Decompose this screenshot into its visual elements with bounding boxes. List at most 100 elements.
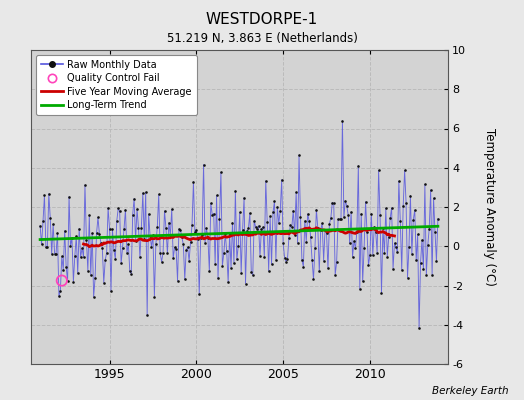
Point bbox=[105, 226, 114, 232]
Point bbox=[408, 250, 416, 257]
Point bbox=[45, 190, 53, 197]
Point bbox=[40, 192, 49, 199]
Point bbox=[367, 210, 376, 217]
Point bbox=[127, 270, 135, 277]
Point bbox=[67, 243, 75, 250]
Point bbox=[46, 214, 54, 221]
Point bbox=[60, 228, 69, 234]
Point bbox=[312, 206, 321, 213]
Point bbox=[63, 278, 72, 284]
Point bbox=[341, 198, 350, 204]
Point bbox=[176, 227, 184, 233]
Point bbox=[143, 312, 151, 318]
Point bbox=[381, 205, 390, 212]
Point bbox=[415, 325, 423, 331]
Point bbox=[92, 230, 101, 237]
Point bbox=[254, 222, 263, 229]
Point bbox=[270, 198, 279, 205]
Point bbox=[293, 240, 302, 246]
Point bbox=[115, 208, 124, 214]
Point bbox=[320, 258, 328, 264]
Point bbox=[202, 225, 211, 231]
Point bbox=[208, 212, 216, 218]
Point bbox=[199, 161, 208, 168]
Point bbox=[72, 233, 81, 240]
Point bbox=[335, 216, 344, 222]
Point bbox=[228, 219, 237, 226]
Point bbox=[314, 225, 322, 232]
Point bbox=[75, 225, 83, 232]
Point bbox=[421, 181, 429, 188]
Point bbox=[178, 234, 186, 240]
Point bbox=[324, 265, 332, 271]
Point bbox=[94, 214, 102, 221]
Point bbox=[311, 245, 319, 251]
Point bbox=[156, 250, 165, 256]
Point bbox=[431, 229, 439, 235]
Text: WESTDORPE-1: WESTDORPE-1 bbox=[206, 12, 318, 27]
Point bbox=[37, 241, 46, 248]
Point bbox=[298, 257, 306, 264]
Point bbox=[392, 244, 400, 250]
Point bbox=[374, 167, 383, 174]
Point bbox=[409, 216, 418, 223]
Point bbox=[217, 169, 225, 176]
Point bbox=[77, 254, 85, 260]
Point bbox=[201, 240, 209, 246]
Point bbox=[276, 208, 285, 214]
Point bbox=[267, 261, 276, 268]
Point bbox=[337, 216, 345, 222]
Point bbox=[100, 279, 108, 286]
Point bbox=[133, 206, 141, 212]
Point bbox=[68, 234, 76, 241]
Point bbox=[350, 238, 358, 244]
Point bbox=[172, 246, 180, 252]
Point bbox=[159, 250, 167, 256]
Point bbox=[132, 237, 140, 244]
Point bbox=[432, 258, 441, 264]
Point bbox=[182, 246, 190, 253]
Point bbox=[221, 230, 230, 237]
Point bbox=[266, 213, 274, 220]
Point bbox=[303, 211, 312, 217]
Point bbox=[257, 226, 266, 232]
Point bbox=[377, 290, 386, 296]
Point bbox=[117, 260, 125, 267]
Point bbox=[98, 245, 106, 251]
Point bbox=[141, 189, 150, 195]
Point bbox=[146, 232, 154, 239]
Point bbox=[247, 269, 256, 276]
Point bbox=[366, 252, 374, 258]
Point bbox=[212, 192, 221, 199]
Point bbox=[425, 225, 433, 232]
Point bbox=[162, 225, 170, 231]
Point bbox=[283, 256, 292, 262]
Point bbox=[130, 195, 138, 202]
Point bbox=[340, 214, 348, 220]
Point bbox=[411, 207, 419, 213]
Point bbox=[53, 230, 62, 236]
Point bbox=[244, 225, 253, 232]
Point bbox=[240, 194, 248, 201]
Point bbox=[48, 251, 56, 257]
Point bbox=[185, 258, 193, 264]
Point bbox=[136, 254, 144, 260]
Point bbox=[351, 245, 359, 252]
Point bbox=[54, 293, 63, 300]
Point bbox=[395, 178, 403, 184]
Point bbox=[118, 244, 127, 251]
Point bbox=[62, 263, 70, 270]
Point bbox=[246, 210, 254, 216]
Legend: Raw Monthly Data, Quality Control Fail, Five Year Moving Average, Long-Term Tren: Raw Monthly Data, Quality Control Fail, … bbox=[36, 55, 197, 115]
Point bbox=[396, 218, 405, 224]
Point bbox=[275, 220, 283, 226]
Point bbox=[153, 224, 161, 231]
Point bbox=[345, 240, 354, 246]
Point bbox=[73, 270, 82, 277]
Point bbox=[328, 199, 336, 206]
Point bbox=[230, 260, 238, 267]
Point bbox=[370, 224, 378, 230]
Point bbox=[393, 249, 401, 256]
Point bbox=[398, 267, 406, 273]
Point bbox=[383, 254, 391, 260]
